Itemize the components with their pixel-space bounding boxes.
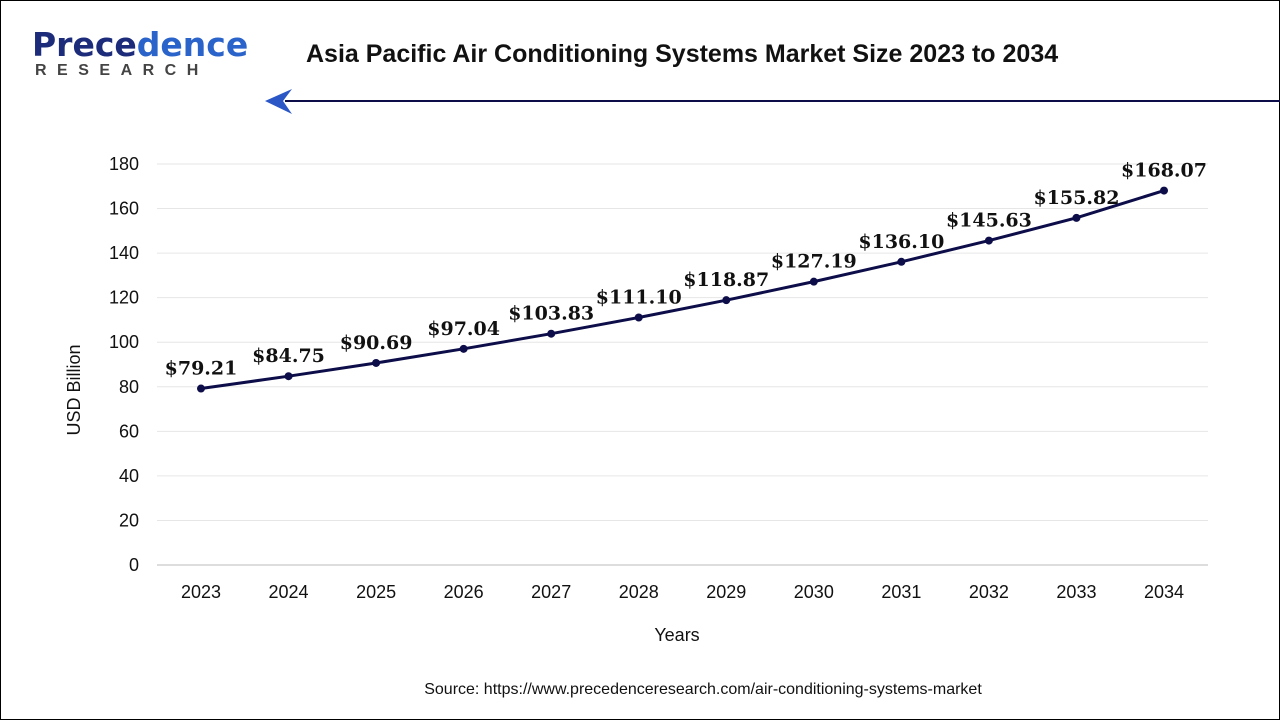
data-label: $90.69	[340, 332, 413, 354]
data-label: $127.19	[771, 251, 857, 273]
data-label: $155.82	[1033, 187, 1119, 209]
x-tick-label: 2030	[794, 582, 834, 602]
x-tick-label: 2025	[356, 582, 396, 602]
data-point	[284, 372, 293, 381]
y-tick-label: 40	[119, 466, 139, 486]
x-axis-label: Years	[654, 625, 699, 645]
data-label: $111.10	[596, 286, 682, 308]
y-tick-label: 140	[109, 243, 139, 263]
data-label: $118.87	[683, 269, 769, 291]
arrow-left-icon	[265, 89, 292, 114]
data-point	[897, 257, 906, 266]
x-tick-label: 2029	[706, 582, 746, 602]
data-label: $84.75	[252, 345, 325, 367]
y-axis-label: USD Billion	[64, 344, 84, 435]
source-text: Source: https://www.precedenceresearch.c…	[424, 681, 982, 698]
data-point	[984, 236, 993, 245]
y-tick-label: 160	[109, 199, 139, 219]
x-tick-label: 2031	[881, 582, 921, 602]
x-tick-label: 2034	[1144, 582, 1184, 602]
series-line	[200, 189, 1165, 391]
x-tick-label: 2032	[969, 582, 1009, 602]
x-tick-label: 2023	[181, 582, 221, 602]
header-arrow	[265, 89, 1280, 114]
y-tick-label: 20	[119, 510, 139, 530]
data-point	[197, 384, 205, 393]
logo-main: Precedence	[32, 25, 249, 64]
data-point	[1072, 213, 1081, 222]
chart-title: Asia Pacific Air Conditioning Systems Ma…	[306, 40, 1059, 68]
data-label: $79.21	[165, 358, 238, 380]
data-point	[722, 296, 731, 305]
data-point	[372, 358, 381, 367]
y-tick-label: 80	[119, 377, 139, 397]
y-tick-label: 100	[109, 332, 139, 352]
data-point	[459, 344, 468, 353]
y-tick-label: 120	[109, 288, 139, 308]
logo: Precedence RESEARCH	[32, 28, 248, 80]
data-label: $103.83	[508, 303, 594, 325]
y-tick-label: 180	[109, 154, 139, 174]
data-label: $145.63	[946, 210, 1032, 232]
x-tick-label: 2027	[531, 582, 571, 602]
y-tick-label: 0	[129, 555, 139, 575]
y-tick-label: 60	[119, 421, 139, 441]
data-label: $168.07	[1121, 160, 1207, 182]
x-tick-label: 2033	[1056, 582, 1096, 602]
data-label: $136.10	[858, 231, 944, 253]
data-point	[809, 277, 818, 286]
data-label: $97.04	[427, 318, 500, 340]
data-point	[1160, 186, 1168, 195]
data-point	[547, 329, 556, 338]
x-tick-label: 2028	[619, 582, 659, 602]
logo-sub: RESEARCH	[35, 62, 209, 79]
x-tick-label: 2024	[269, 582, 309, 602]
data-point	[634, 313, 643, 322]
x-tick-label: 2026	[444, 582, 484, 602]
